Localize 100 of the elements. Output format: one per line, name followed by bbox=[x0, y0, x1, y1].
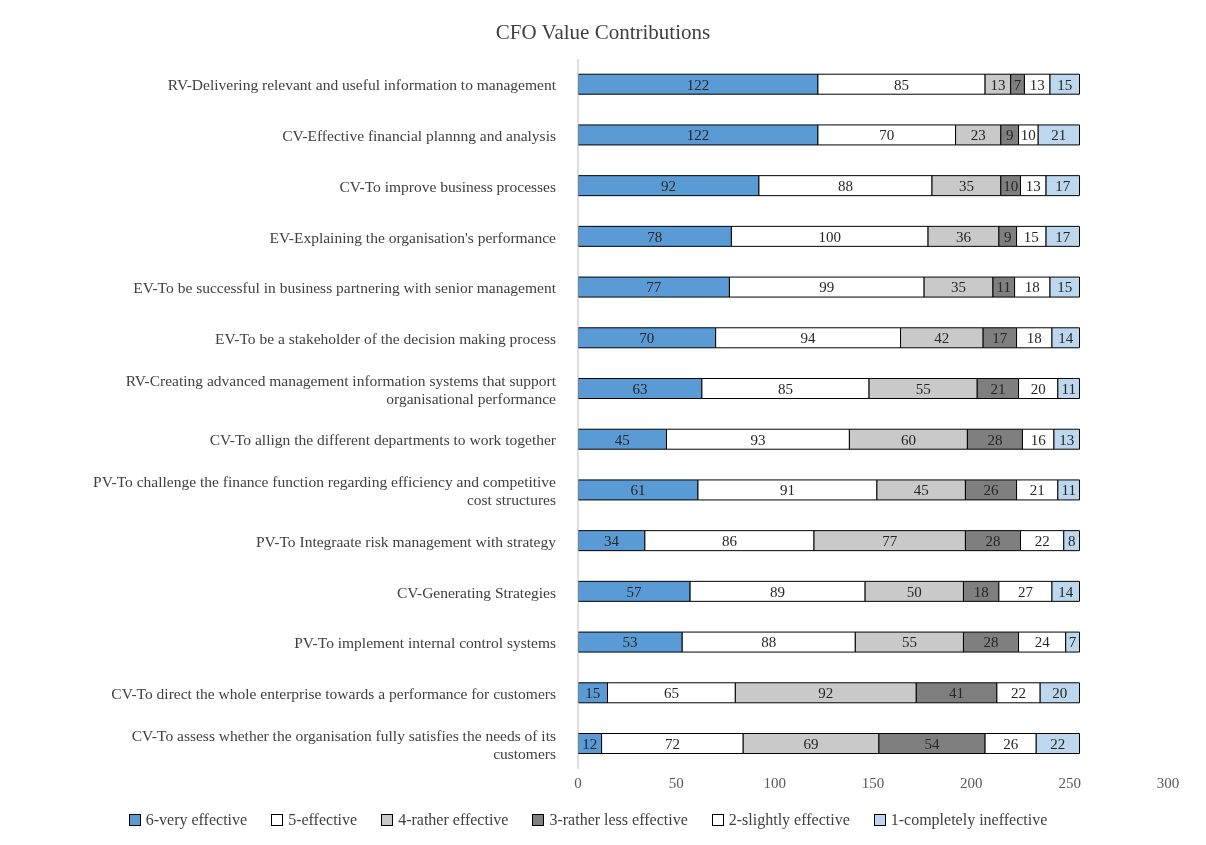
data-label: 70 bbox=[639, 330, 655, 347]
x-tick-label: 50 bbox=[668, 774, 684, 791]
data-label: 92 bbox=[818, 685, 834, 702]
data-label: 22 bbox=[1011, 685, 1027, 702]
data-label: 23 bbox=[970, 127, 986, 144]
data-label: 18 bbox=[1024, 279, 1040, 296]
data-label: 16 bbox=[1030, 431, 1047, 448]
y-tick-label: CV-To assess whether the organisation fully satisfies the needs of its customers bbox=[131, 726, 556, 762]
data-label: 42 bbox=[934, 330, 950, 347]
y-tick-label: CV-To improve business processes bbox=[339, 177, 556, 195]
x-tick-label: 150 bbox=[861, 774, 885, 791]
data-label: 24 bbox=[1034, 634, 1051, 651]
data-label: 26 bbox=[1003, 735, 1019, 752]
data-label: 17 bbox=[992, 330, 1008, 347]
data-label: 9 bbox=[1003, 228, 1012, 245]
data-label: 45 bbox=[614, 431, 630, 448]
y-tick-label: RV-Delivering relevant and useful information to management bbox=[167, 75, 557, 93]
data-label: 72 bbox=[664, 735, 680, 752]
data-label: 17 bbox=[1055, 177, 1071, 194]
x-tick-label: 250 bbox=[1058, 774, 1081, 791]
data-label: 91 bbox=[779, 482, 795, 499]
data-label: 11 bbox=[996, 279, 1012, 296]
data-label: 34 bbox=[603, 532, 620, 549]
data-label: 22 bbox=[1050, 735, 1066, 752]
data-label: 55 bbox=[915, 380, 931, 397]
data-label: 77 bbox=[882, 532, 898, 549]
legend-label: 6-very effective bbox=[145, 811, 248, 829]
data-label: 17 bbox=[1055, 228, 1071, 245]
data-label: 53 bbox=[622, 634, 638, 651]
data-label: 28 bbox=[983, 634, 999, 651]
x-tick-label: 0 bbox=[574, 774, 582, 791]
x-tick-label: 100 bbox=[763, 774, 786, 791]
data-label: 15 bbox=[1057, 279, 1073, 296]
y-tick-label: RV-Creating advanced management information systems that support organisational performance bbox=[125, 371, 557, 407]
data-label: 9 bbox=[1005, 127, 1014, 144]
data-label: 88 bbox=[761, 634, 777, 651]
data-label: 78 bbox=[647, 228, 663, 245]
y-tick-label: CV-To allign the different departments to work together bbox=[209, 430, 557, 448]
data-label: 26 bbox=[983, 482, 999, 499]
data-label: 70 bbox=[879, 127, 895, 144]
data-label: 92 bbox=[660, 177, 676, 194]
data-label: 54 bbox=[924, 735, 940, 752]
data-label: 93 bbox=[750, 431, 766, 448]
data-label: 18 bbox=[973, 583, 989, 600]
legend-label: 1-completely ineffective bbox=[890, 811, 1048, 829]
y-tick-label: CV-Generating Strategies bbox=[396, 583, 556, 600]
data-label: 10 bbox=[1003, 177, 1019, 194]
data-label: 41 bbox=[949, 685, 965, 702]
data-label: 18 bbox=[1026, 330, 1042, 347]
data-label: 15 bbox=[585, 685, 601, 702]
data-label: 35 bbox=[951, 279, 967, 296]
data-label: 50 bbox=[906, 583, 922, 600]
data-label: 36 bbox=[955, 228, 972, 245]
data-label: 35 bbox=[958, 177, 974, 194]
data-label: 13 bbox=[1059, 431, 1075, 448]
data-label: 10 bbox=[1020, 127, 1036, 144]
data-label: 7 bbox=[1068, 634, 1077, 651]
data-label: 69 bbox=[803, 735, 819, 752]
data-label: 63 bbox=[632, 380, 648, 397]
legend-label: 3-rather less effective bbox=[549, 811, 688, 829]
chart-title: CFO Value Contributions bbox=[494, 20, 712, 45]
data-label: 122 bbox=[686, 127, 710, 144]
legend-label: 2-slightly effective bbox=[728, 811, 850, 829]
data-label: 60 bbox=[900, 431, 916, 448]
data-label: 89 bbox=[770, 583, 786, 600]
data-label: 94 bbox=[800, 330, 817, 347]
data-label: 14 bbox=[1058, 583, 1074, 600]
data-label: 22 bbox=[1034, 532, 1050, 549]
data-label: 61 bbox=[630, 482, 646, 499]
data-label: 86 bbox=[721, 532, 738, 549]
data-label: 88 bbox=[837, 177, 853, 194]
y-tick-label: CV-To direct the whole enterprise towards a performance for customers bbox=[111, 684, 556, 702]
data-label: 28 bbox=[985, 532, 1001, 549]
data-label: 20 bbox=[1030, 380, 1046, 397]
legend-label: 4-rather effective bbox=[398, 811, 509, 829]
y-tick-label: EV-To be a stakeholder of the decision making process bbox=[215, 329, 556, 347]
y-tick-label: CV-Effective financial plannng and analysis bbox=[282, 126, 556, 144]
data-label: 21 bbox=[1029, 482, 1045, 499]
data-label: 99 bbox=[819, 279, 835, 296]
data-label: 15 bbox=[1023, 228, 1039, 245]
data-label: 20 bbox=[1052, 685, 1068, 702]
data-label: 8 bbox=[1067, 532, 1076, 549]
data-label: 28 bbox=[987, 431, 1003, 448]
x-tick-label: 300 bbox=[1156, 774, 1180, 791]
data-label: 11 bbox=[1061, 482, 1076, 499]
data-label: 13 bbox=[1025, 177, 1041, 194]
data-label: 100 bbox=[818, 228, 841, 245]
y-tick-label: PV-To Integraate risk management with strategy bbox=[255, 532, 557, 550]
x-tick-label: 200 bbox=[960, 774, 983, 791]
data-label: 122 bbox=[686, 76, 710, 93]
y-tick-label: EV-To be successful in business partnering with senior management bbox=[133, 278, 557, 296]
y-tick-label: PV-To challenge the finance function regarding efficiency and competitive cost structures bbox=[93, 472, 557, 508]
data-label: 13 bbox=[1029, 76, 1045, 93]
data-label: 13 bbox=[990, 76, 1006, 93]
data-label: 12 bbox=[582, 735, 598, 752]
data-label: 21 bbox=[990, 380, 1006, 397]
data-label: 27 bbox=[1017, 583, 1034, 600]
data-label: 77 bbox=[646, 279, 662, 296]
legend-label: 5-effective bbox=[288, 811, 358, 829]
data-label: 45 bbox=[913, 482, 929, 499]
